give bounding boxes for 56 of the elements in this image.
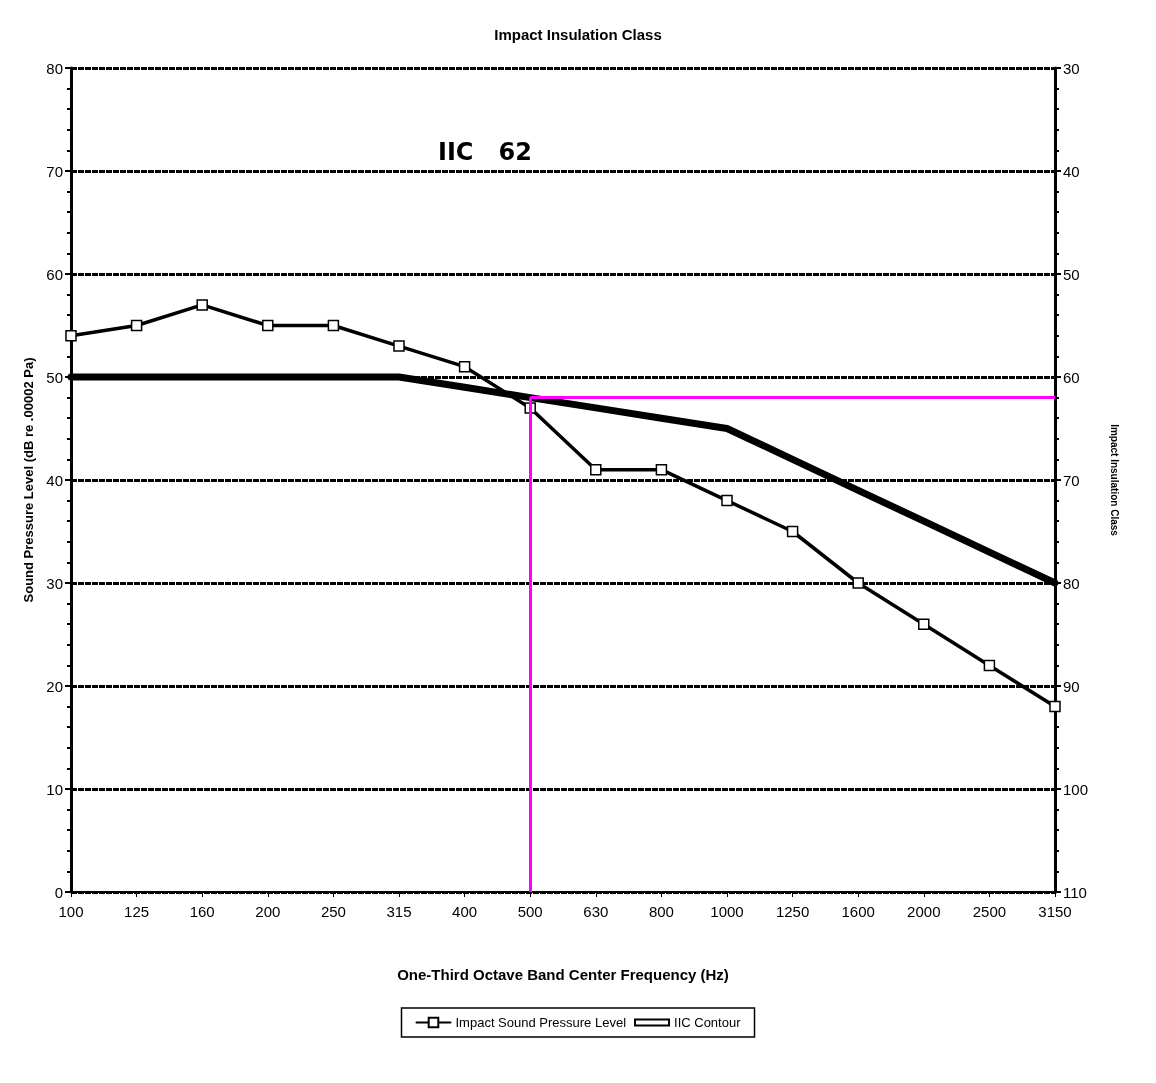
y-axis-title: Sound Pressure Level (dB re .00002 Pa) [21, 357, 36, 603]
x-tick-label: 1250 [775, 903, 810, 920]
y-tick-label: 80 [46, 59, 63, 77]
point [721, 494, 733, 507]
point [852, 577, 864, 589]
legend-label: Impact Sound Pressure Level [455, 1015, 627, 1030]
x-tick-label: 500 [517, 903, 543, 920]
point [458, 360, 471, 373]
y2-tick-label: 60 [1063, 368, 1080, 386]
point [393, 340, 405, 352]
y-tick-label: 60 [46, 265, 63, 283]
x-tick-label: 250 [320, 903, 346, 920]
x-tick-label: 3150 [1038, 903, 1072, 920]
point [786, 525, 799, 538]
y-tick-label: 40 [46, 471, 63, 489]
y2-tick-label: 80 [1063, 574, 1080, 592]
x-tick-label: 1000 [710, 903, 744, 920]
point [327, 319, 340, 332]
x-tick-label: 200 [255, 903, 281, 920]
y2-tick-label: 100 [1063, 780, 1089, 798]
point [918, 618, 930, 630]
x-tick-label: 125 [124, 903, 150, 920]
y2-tick-label: 40 [1063, 162, 1080, 180]
y-tick-label: 70 [46, 162, 63, 180]
point [65, 330, 77, 342]
y-tick-label: 50 [46, 368, 63, 386]
x-tick-label: 2500 [972, 903, 1007, 920]
x-tick-label: 160 [189, 903, 215, 920]
x-tick-label: 800 [648, 903, 674, 920]
x-tick-label: 2000 [907, 903, 941, 920]
annotation: IIC 62 [438, 138, 532, 166]
legend-label: IIC Contour [674, 1015, 742, 1030]
y2-tick-label: 90 [1063, 677, 1080, 695]
x-tick-label: 400 [452, 903, 478, 920]
x-axis-title: One-Third Octave Band Center Frequency (Hz) [397, 966, 729, 983]
x-tick-label: 1600 [841, 903, 875, 920]
y2-axis-title: Impact Insulation Class [1108, 424, 1120, 537]
y-tick-label: 10 [46, 780, 63, 798]
x-tick-label: 100 [58, 903, 84, 920]
y2-tick-label: 110 [1063, 883, 1087, 901]
x-tick-label: 630 [583, 903, 609, 920]
x-tick-label: 315 [386, 903, 412, 920]
point [130, 319, 143, 332]
y2-tick-label: 30 [1063, 59, 1080, 77]
y2-tick-label: 70 [1063, 471, 1080, 489]
chart-title: Impact Insulation Class [494, 26, 662, 43]
point [590, 463, 602, 476]
point [196, 299, 208, 311]
y-tick-label: 30 [46, 574, 63, 592]
y-tick-label: 20 [46, 677, 63, 695]
y2-tick-label: 50 [1063, 265, 1080, 283]
point [1049, 700, 1061, 713]
point [983, 659, 996, 672]
point [655, 463, 668, 476]
point [262, 319, 274, 332]
y-tick-label: 0 [54, 883, 63, 901]
